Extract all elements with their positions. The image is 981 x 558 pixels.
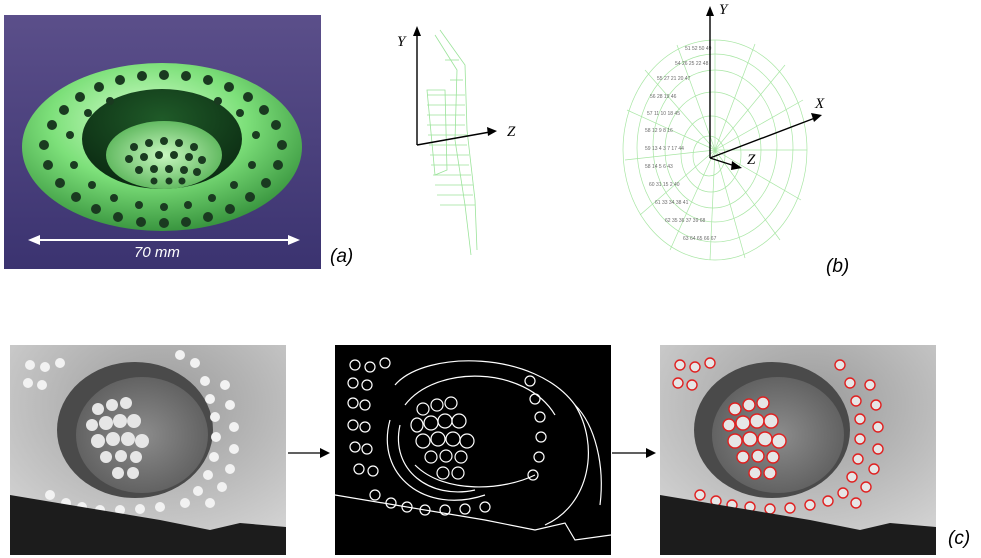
strainer-photo: 70 mm (4, 15, 321, 269)
mesh-front-view: 51 52 50 49 54 26 25 22 48 55 27 21 20 47… (615, 0, 840, 270)
svg-text:63 64 65 66 67: 63 64 65 66 67 (683, 236, 717, 242)
arrow-to-detected-image (612, 445, 658, 461)
panel-label-a: (a) (330, 246, 354, 267)
front-axis-y-label: Y (719, 2, 728, 18)
svg-text:57 11 10 18 45: 57 11 10 18 45 (647, 111, 680, 117)
svg-text:58 14 5 6 43: 58 14 5 6 43 (645, 164, 673, 170)
svg-text:61 33 34 38 41: 61 33 34 38 41 (655, 200, 689, 206)
panel-label-c: (c) (948, 528, 971, 549)
svg-text:51 52 50 49: 51 52 50 49 (685, 46, 712, 52)
svg-text:62 35 36 37 39 68: 62 35 36 37 39 68 (665, 218, 706, 224)
detected-holes-image (660, 345, 936, 555)
strainer-photo-graphic (4, 15, 321, 269)
side-axis-z-label: Z (507, 124, 516, 140)
edge-detection-image (335, 345, 611, 555)
arrow-to-edge-image (288, 445, 332, 461)
mesh-side-view: Y Z (395, 20, 535, 260)
grayscale-image (10, 345, 286, 555)
side-axis-y-label: Y (397, 34, 406, 50)
front-axis-z-label: Z (747, 152, 756, 168)
dimension-label: 70 mm (134, 244, 180, 261)
svg-text:54 26 25 22 48: 54 26 25 22 48 (675, 61, 709, 67)
svg-text:60 31 15 2 40: 60 31 15 2 40 (649, 182, 680, 188)
svg-text:58 12 9 8 16: 58 12 9 8 16 (645, 128, 673, 134)
svg-text:55 27 21 20 47: 55 27 21 20 47 (657, 76, 691, 82)
svg-text:56 28 19 46: 56 28 19 46 (650, 94, 677, 100)
svg-text:59 13 4 3 7 17 44: 59 13 4 3 7 17 44 (645, 146, 684, 152)
panel-label-b: (b) (826, 256, 850, 277)
front-axis-x-label: X (815, 96, 825, 112)
